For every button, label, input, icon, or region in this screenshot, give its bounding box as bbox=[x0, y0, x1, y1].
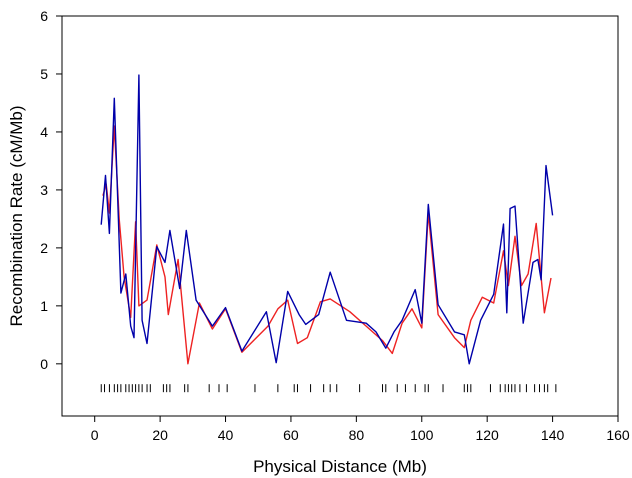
x-axis-label: Physical Distance (Mb) bbox=[253, 457, 427, 476]
y-tick-label: 0 bbox=[40, 356, 48, 372]
x-tick-label: 80 bbox=[349, 427, 365, 443]
y-tick-label: 6 bbox=[40, 8, 48, 24]
x-tick-label: 40 bbox=[218, 427, 234, 443]
y-tick-label: 5 bbox=[40, 66, 48, 82]
x-tick-label: 160 bbox=[606, 427, 630, 443]
y-axis-label: Recombination Rate (cM/Mb) bbox=[7, 105, 26, 326]
series-line-red bbox=[102, 125, 552, 365]
series-line-blue bbox=[100, 74, 554, 365]
x-tick-label: 140 bbox=[541, 427, 565, 443]
y-tick-label: 1 bbox=[40, 298, 48, 314]
plot-area-frame bbox=[61, 15, 619, 417]
x-tick-label: 100 bbox=[410, 427, 434, 443]
y-tick-label: 3 bbox=[40, 182, 48, 198]
y-tick-label: 2 bbox=[40, 240, 48, 256]
x-tick-label: 0 bbox=[91, 427, 99, 443]
y-tick-label: 4 bbox=[40, 124, 48, 140]
x-tick-label: 120 bbox=[475, 427, 499, 443]
x-tick-label: 20 bbox=[152, 427, 168, 443]
x-tick-label: 60 bbox=[283, 427, 299, 443]
